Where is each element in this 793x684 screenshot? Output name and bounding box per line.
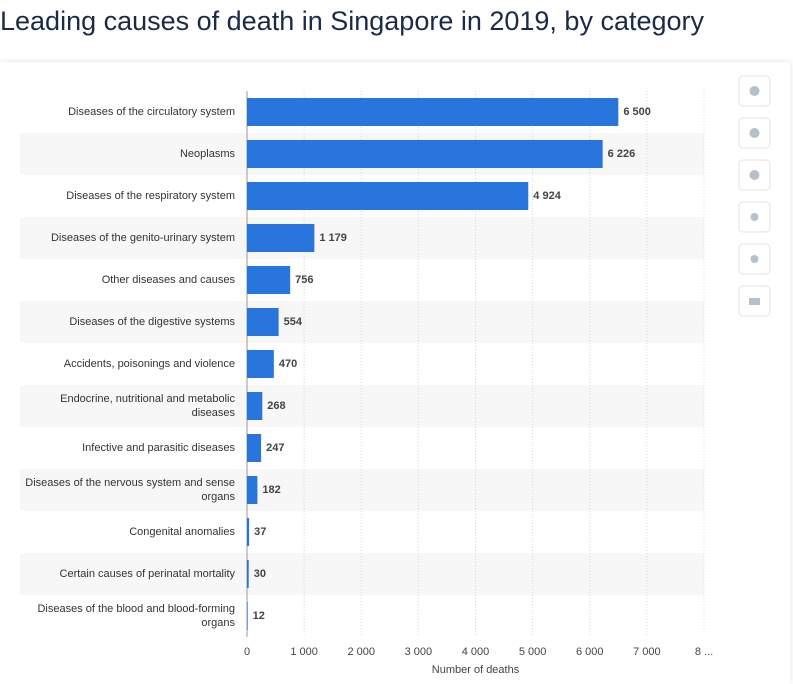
bar [247, 308, 279, 336]
value-label: 6 500 [623, 106, 651, 118]
bar [247, 560, 249, 588]
bar [247, 350, 274, 378]
x-tick-label: 8 ... [695, 646, 713, 658]
value-label: 268 [267, 400, 285, 412]
category-label: Infective and parasitic diseases [82, 442, 235, 454]
bar [247, 266, 291, 294]
category-label: Diseases of the genito-urinary system [50, 232, 235, 244]
x-tick-label: 1 000 [290, 646, 318, 658]
value-label: 37 [254, 526, 266, 538]
x-tick-label: 3 000 [405, 646, 433, 658]
x-tick-label: 2 000 [347, 646, 375, 658]
bar [247, 98, 619, 126]
value-label: 182 [262, 484, 280, 496]
category-label: Diseases of the nervous system and sense… [25, 477, 235, 503]
bar [247, 518, 250, 546]
bar [247, 140, 603, 168]
bar [247, 476, 258, 504]
category-label: Diseases of the circulatory system [68, 106, 235, 118]
value-label: 6 226 [608, 148, 636, 160]
category-label: Endocrine, nutritional and metabolic dis… [60, 393, 235, 419]
value-label: 247 [266, 442, 284, 454]
toolbar [738, 75, 771, 317]
bar [247, 434, 262, 462]
x-axis-label: Number of deaths [432, 664, 520, 676]
category-label: Diseases of the digestive systems [69, 316, 235, 328]
x-tick-label: 6 000 [576, 646, 604, 658]
value-label: 30 [254, 568, 266, 580]
x-tick-label: 7 000 [633, 646, 661, 658]
bar [247, 392, 263, 420]
value-label: 470 [279, 358, 297, 370]
value-label: 1 179 [319, 232, 347, 244]
category-label: Neoplasms [179, 148, 235, 160]
chart-title: Leading causes of death in Singapore in … [0, 6, 705, 36]
x-tick-label: 4 000 [462, 646, 490, 658]
value-label: 554 [284, 316, 303, 328]
category-label: Other diseases and causes [101, 274, 235, 286]
value-label: 12 [253, 610, 265, 622]
category-label: Diseases of the blood and blood-forming … [37, 603, 235, 629]
value-label: 4 924 [533, 190, 561, 202]
bar [247, 182, 529, 210]
bar [247, 602, 248, 630]
category-label: Congenital anomalies [129, 526, 235, 538]
category-label: Diseases of the respiratory system [66, 190, 235, 202]
value-label: 756 [295, 274, 313, 286]
category-label: Certain causes of perinatal mortality [59, 568, 235, 580]
category-label: Accidents, poisonings and violence [63, 358, 235, 370]
bar [247, 224, 315, 252]
x-tick-label: 5 000 [519, 646, 547, 658]
x-tick-label: 0 [244, 646, 250, 658]
